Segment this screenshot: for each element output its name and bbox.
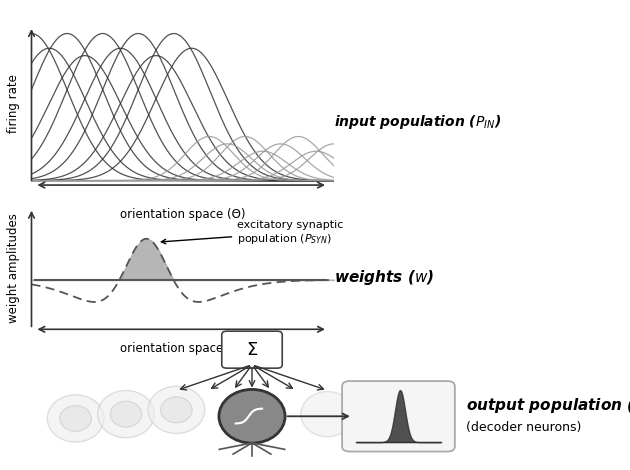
Ellipse shape — [60, 406, 91, 431]
Text: (decoder neurons): (decoder neurons) — [466, 421, 581, 433]
Text: output population ($r$): output population ($r$) — [466, 396, 630, 415]
FancyBboxPatch shape — [222, 331, 282, 368]
Text: input population ($P_{IN}$): input population ($P_{IN}$) — [334, 113, 501, 131]
Ellipse shape — [352, 396, 405, 441]
Ellipse shape — [98, 391, 154, 438]
Ellipse shape — [219, 390, 285, 443]
Text: orientation space (Θ): orientation space (Θ) — [120, 342, 246, 354]
Text: orientation space (Θ): orientation space (Θ) — [120, 208, 246, 221]
Ellipse shape — [161, 397, 192, 423]
FancyBboxPatch shape — [342, 381, 455, 452]
Ellipse shape — [47, 395, 104, 442]
Ellipse shape — [110, 401, 142, 427]
Text: excitatory synaptic
population ($P_{SYN}$): excitatory synaptic population ($P_{SYN}… — [161, 219, 343, 245]
Text: weight amplitudes: weight amplitudes — [7, 213, 20, 323]
Ellipse shape — [301, 392, 354, 437]
Ellipse shape — [148, 386, 205, 433]
Text: weights ($w$): weights ($w$) — [334, 268, 434, 287]
Text: $\Sigma$: $\Sigma$ — [246, 341, 258, 359]
Text: firing rate: firing rate — [7, 74, 20, 133]
